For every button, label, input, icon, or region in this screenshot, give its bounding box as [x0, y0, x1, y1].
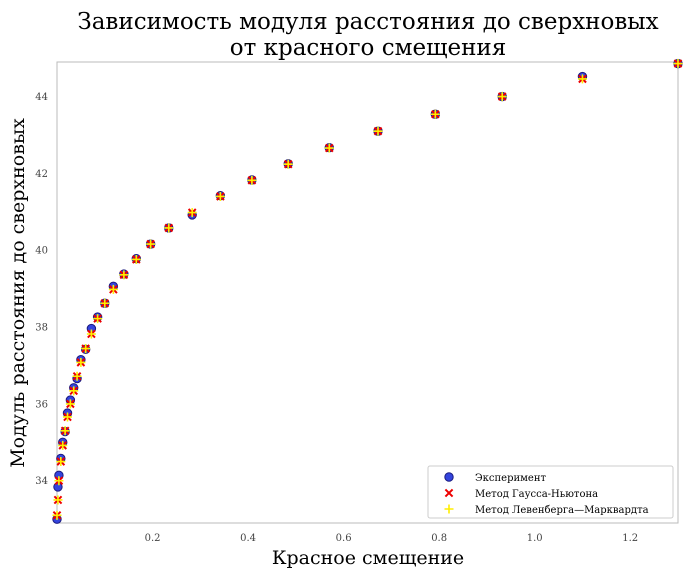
series-levenberg-marquardt: [52, 59, 683, 520]
chart-title-line-1: Зависимость модуля расстояния до сверхно…: [77, 9, 658, 35]
x-tick-label: 1.2: [622, 533, 638, 544]
levenberg-marquardt-point: [81, 344, 91, 354]
levenberg-marquardt-point: [430, 109, 440, 119]
levenberg-marquardt-point: [93, 314, 103, 324]
x-tick-labels: 0.2 0.4 0.6 0.8 1.0 1.2: [145, 533, 639, 544]
levenberg-marquardt-point: [53, 495, 63, 505]
levenberg-marquardt-point: [60, 426, 70, 436]
levenberg-marquardt-point: [673, 59, 683, 69]
x-tick-label: 0.6: [336, 533, 352, 544]
levenberg-marquardt-point: [72, 371, 82, 381]
levenberg-marquardt-point: [100, 298, 110, 308]
legend-marker-levenberg-marquardt: [444, 504, 454, 514]
plot-area: [56, 61, 679, 524]
y-tick-label: 34: [35, 476, 48, 487]
chart-title-line-2: от красного смещения: [230, 35, 507, 61]
legend-entry-levenberg-marquardt: Метод Левенберга—Марквардта: [475, 505, 649, 516]
y-tick-label: 40: [35, 246, 48, 257]
y-tick-label: 38: [35, 323, 48, 334]
levenberg-marquardt-point: [52, 510, 62, 520]
levenberg-marquardt-point: [164, 223, 174, 233]
levenberg-marquardt-point: [131, 254, 141, 264]
levenberg-marquardt-point: [215, 191, 225, 201]
levenberg-marquardt-point: [54, 476, 64, 486]
legend-entry-gauss-newton: Метод Гаусса-Ньютона: [475, 489, 598, 500]
legend-marker-experiment: [444, 472, 454, 482]
x-tick-label: 0.2: [145, 533, 161, 544]
levenberg-marquardt-point: [108, 284, 118, 294]
levenberg-marquardt-point: [146, 239, 156, 249]
legend-entry-experiment: Эксперимент: [475, 473, 547, 484]
levenberg-marquardt-point: [69, 386, 79, 396]
levenberg-marquardt-point: [76, 357, 86, 367]
levenberg-marquardt-point: [86, 329, 96, 339]
legend: Эксперимент Метод Гаусса-Ньютона Метод Л…: [427, 465, 674, 519]
levenberg-marquardt-point: [187, 208, 197, 218]
levenberg-marquardt-point: [283, 159, 293, 169]
data-points: [52, 58, 683, 524]
legend-frame: [427, 465, 674, 519]
levenberg-marquardt-point: [65, 399, 75, 409]
y-axis-label: Модуль расстояния до сверхновых: [7, 118, 29, 468]
levenberg-marquardt-point: [577, 74, 587, 84]
levenberg-marquardt-point: [56, 457, 66, 467]
y-tick-label: 36: [35, 399, 48, 410]
levenberg-marquardt-point: [373, 126, 383, 136]
levenberg-marquardt-point: [58, 440, 68, 450]
x-tick-label: 0.8: [431, 533, 447, 544]
levenberg-marquardt-point: [247, 175, 257, 185]
y-tick-label: 42: [35, 169, 48, 180]
y-tick-labels: 34 36 38 40 42 44: [35, 92, 48, 487]
levenberg-marquardt-point: [324, 143, 334, 153]
x-axis-label: Красное смещение: [272, 547, 464, 569]
legend-markers: [444, 472, 454, 514]
x-tick-label: 0.4: [240, 533, 256, 544]
levenberg-marquardt-point: [119, 270, 129, 280]
levenberg-marquardt-point: [63, 412, 73, 422]
y-tick-label: 44: [35, 92, 48, 103]
x-tick-label: 1.0: [527, 533, 543, 544]
levenberg-marquardt-point: [497, 92, 507, 102]
legend-marker-gauss-newton: [444, 488, 454, 498]
